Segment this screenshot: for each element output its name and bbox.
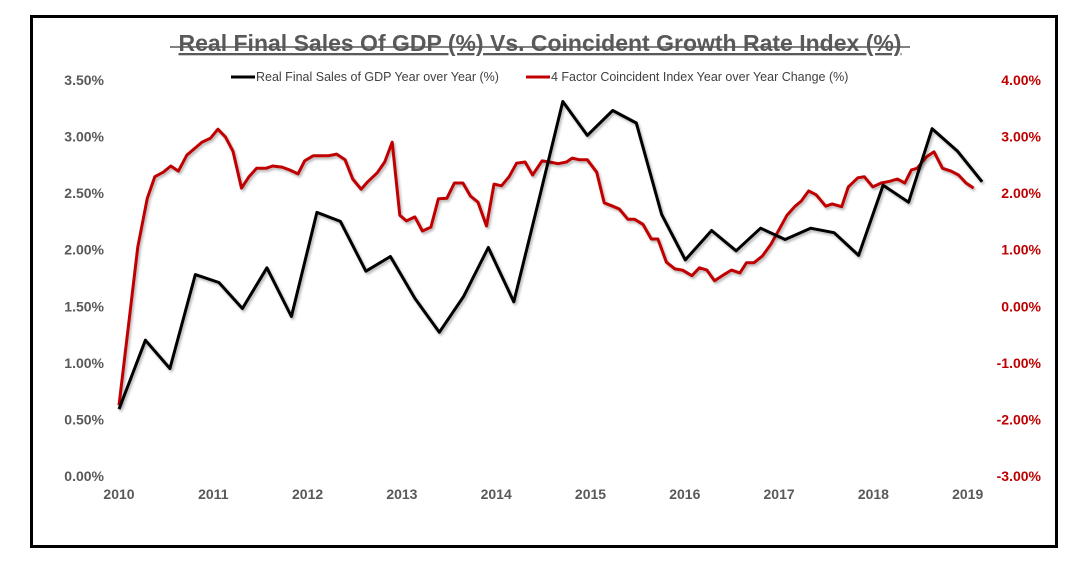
chart-title: Real Final Sales Of GDP (%) Vs. Coincide…	[179, 30, 902, 56]
left-tick-label: 1.00%	[64, 355, 104, 371]
x-tick-label: 2014	[481, 486, 512, 502]
x-tick-label: 2010	[103, 486, 134, 502]
right-tick-label: 1.00%	[1001, 242, 1041, 258]
left-tick-label: 3.00%	[64, 129, 104, 145]
series-points-coincident	[118, 129, 974, 406]
series-line-gdp	[117, 100, 984, 410]
x-tick-label: 2017	[764, 486, 795, 502]
chart-frame	[30, 15, 1058, 548]
left-tick-label: 2.50%	[64, 185, 104, 201]
legend-label-coincident: 4 Factor Coincident Index Year over Year…	[551, 70, 848, 84]
plot-area	[117, 100, 984, 410]
right-tick-label: 2.00%	[1001, 185, 1041, 201]
series-points-gdp	[118, 101, 983, 410]
legend-label-gdp: Real Final Sales of GDP Year over Year (…	[256, 70, 499, 84]
x-axis: 2010 2011 2012 2013 2014 2015 2016 2017 2018 2019	[103, 486, 983, 502]
right-tick-label: -3.00%	[997, 468, 1042, 484]
x-tick-label: 2019	[952, 486, 983, 502]
right-tick-label: -2.00%	[997, 411, 1042, 427]
left-tick-label: 1.50%	[64, 298, 104, 314]
x-tick-label: 2018	[858, 486, 889, 502]
x-tick-label: 2012	[292, 486, 323, 502]
left-tick-label: 0.50%	[64, 411, 104, 427]
left-tick-label: 0.00%	[64, 468, 104, 484]
right-tick-label: 3.00%	[1001, 129, 1041, 145]
x-tick-label: 2011	[198, 486, 229, 502]
left-tick-label: 3.50%	[64, 72, 104, 88]
left-tick-label: 2.00%	[64, 242, 104, 258]
right-tick-label: 4.00%	[1001, 72, 1041, 88]
right-axis: -3.00% -2.00% -1.00% 0.00% 1.00% 2.00% 3.00% 4.…	[997, 72, 1042, 484]
x-tick-label: 2013	[386, 486, 417, 502]
legend: Real Final Sales of GDP Year over Year (…	[231, 70, 848, 84]
x-tick-label: 2016	[669, 486, 700, 502]
right-tick-label: 0.00%	[1001, 298, 1041, 314]
left-axis: 0.00% 0.50% 1.00% 1.50% 2.00% 2.50% 3.00% 3.50%	[64, 72, 104, 484]
x-tick-label: 2015	[575, 486, 606, 502]
right-tick-label: -1.00%	[997, 355, 1042, 371]
